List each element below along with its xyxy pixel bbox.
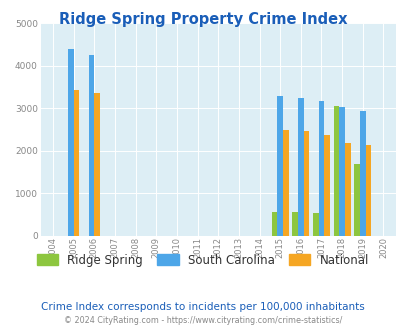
Bar (277, 96, 282, 236)
Bar (354, 164, 359, 236)
Bar (73, 89, 79, 236)
Bar (344, 143, 350, 236)
Bar (333, 106, 339, 236)
Bar (282, 130, 288, 236)
Bar (318, 101, 324, 236)
Bar (303, 131, 309, 236)
Bar (359, 111, 364, 236)
Text: Crime Index corresponds to incidents per 100,000 inhabitants: Crime Index corresponds to incidents per… (41, 302, 364, 312)
Bar (89, 55, 94, 236)
Legend: Ridge Spring, South Carolina, National: Ridge Spring, South Carolina, National (32, 249, 373, 271)
Bar (94, 93, 100, 236)
Bar (297, 98, 303, 236)
Bar (364, 145, 370, 236)
Bar (312, 213, 318, 236)
Text: © 2024 CityRating.com - https://www.cityrating.com/crime-statistics/: © 2024 CityRating.com - https://www.city… (64, 316, 341, 325)
Bar (292, 212, 297, 236)
Text: Ridge Spring Property Crime Index: Ridge Spring Property Crime Index (59, 12, 346, 26)
Bar (339, 107, 344, 236)
Bar (324, 136, 329, 236)
Bar (271, 212, 277, 236)
Bar (68, 50, 73, 236)
